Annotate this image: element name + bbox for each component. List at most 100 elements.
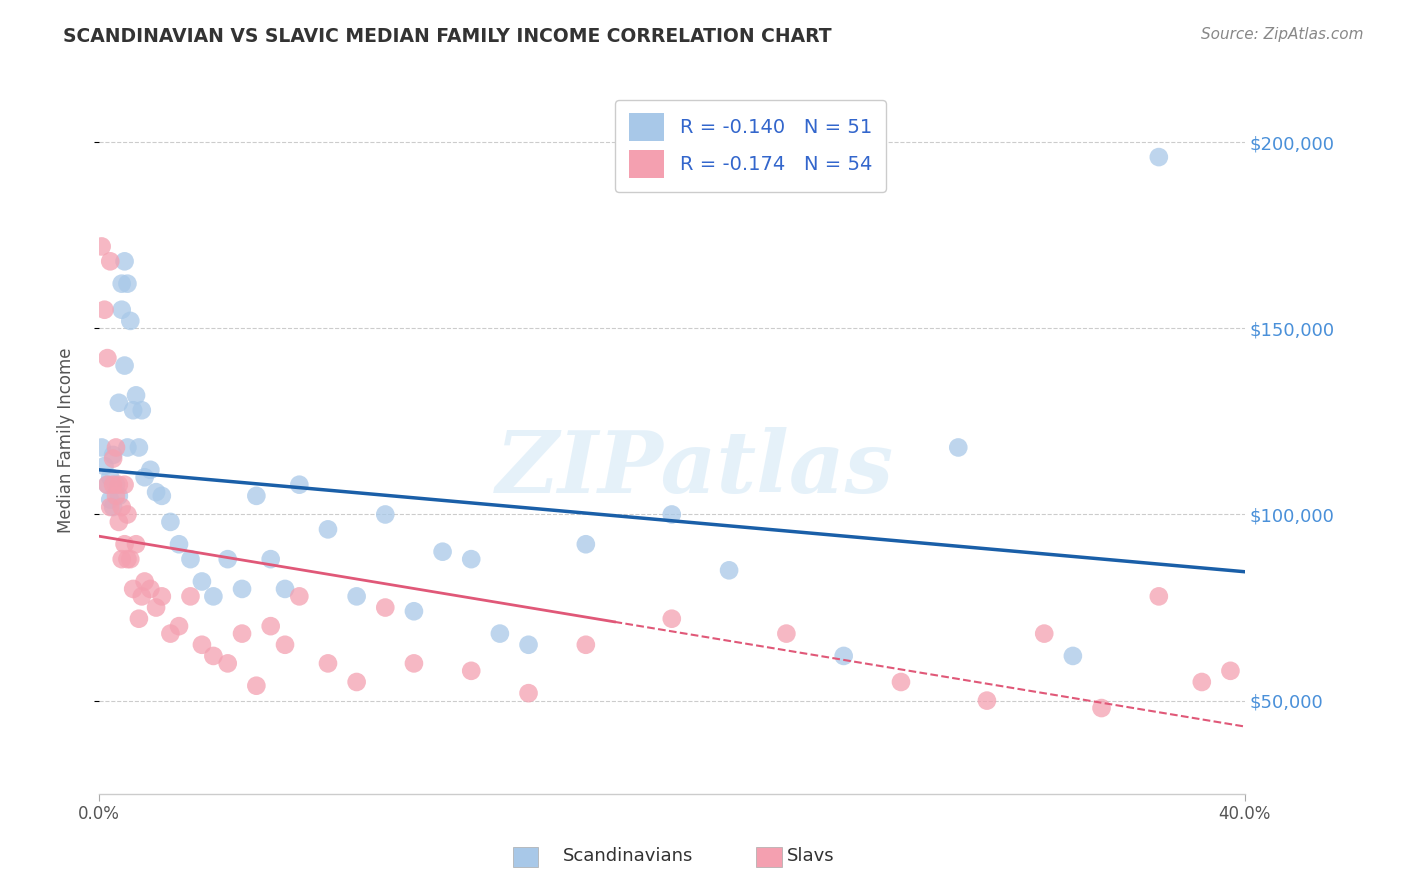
Text: SCANDINAVIAN VS SLAVIC MEDIAN FAMILY INCOME CORRELATION CHART: SCANDINAVIAN VS SLAVIC MEDIAN FAMILY INC… xyxy=(63,27,832,45)
Point xyxy=(489,626,512,640)
Point xyxy=(245,489,267,503)
Point xyxy=(96,477,118,491)
Point xyxy=(131,590,153,604)
Point xyxy=(108,477,131,491)
Point xyxy=(274,582,297,596)
Point xyxy=(131,403,153,417)
Point xyxy=(288,590,311,604)
Point xyxy=(117,441,139,455)
Point xyxy=(718,563,741,577)
Point xyxy=(661,612,683,626)
Point xyxy=(93,302,115,317)
Point xyxy=(316,522,339,536)
Point xyxy=(231,582,253,596)
Point xyxy=(202,648,225,663)
Point xyxy=(1147,150,1170,164)
Point xyxy=(117,508,139,522)
Point xyxy=(1191,675,1213,690)
Point xyxy=(134,574,156,589)
Point xyxy=(1090,701,1112,715)
Point xyxy=(402,657,425,671)
Point xyxy=(117,552,139,566)
Point xyxy=(274,638,297,652)
Point xyxy=(191,574,214,589)
Point xyxy=(98,254,121,268)
Point xyxy=(134,470,156,484)
Legend: R = -0.140   N = 51, R = -0.174   N = 54: R = -0.140 N = 51, R = -0.174 N = 54 xyxy=(616,100,886,192)
Point xyxy=(976,693,998,707)
Point xyxy=(108,396,131,410)
Point xyxy=(460,664,482,678)
Point xyxy=(98,470,121,484)
Point xyxy=(111,500,134,514)
Point xyxy=(316,657,339,671)
Point xyxy=(108,515,131,529)
Point xyxy=(114,254,136,268)
Point xyxy=(150,590,173,604)
Point xyxy=(120,552,142,566)
Point xyxy=(191,638,214,652)
Point xyxy=(117,277,139,291)
Point xyxy=(374,508,396,522)
Point xyxy=(167,619,190,633)
Point xyxy=(96,477,118,491)
Point xyxy=(432,544,454,558)
Point xyxy=(832,648,855,663)
Point xyxy=(128,441,150,455)
Point xyxy=(90,441,112,455)
Point xyxy=(1062,648,1084,663)
Point xyxy=(139,582,162,596)
Point xyxy=(245,679,267,693)
Y-axis label: Median Family Income: Median Family Income xyxy=(58,347,75,533)
Point xyxy=(114,477,136,491)
Point xyxy=(98,500,121,514)
Point xyxy=(217,552,239,566)
Point xyxy=(948,441,970,455)
Point xyxy=(150,489,173,503)
Point xyxy=(98,492,121,507)
Text: ZIPatlas: ZIPatlas xyxy=(496,426,894,510)
Point xyxy=(1147,590,1170,604)
Point xyxy=(202,590,225,604)
Text: Slavs: Slavs xyxy=(787,847,835,865)
Point xyxy=(122,403,145,417)
Point xyxy=(346,590,368,604)
Point xyxy=(104,489,127,503)
Text: Scandinavians: Scandinavians xyxy=(562,847,693,865)
Point xyxy=(217,657,239,671)
Point xyxy=(1033,626,1056,640)
Point xyxy=(159,626,181,640)
Point xyxy=(575,537,598,551)
Point xyxy=(101,448,124,462)
Point xyxy=(575,638,598,652)
Point xyxy=(139,463,162,477)
Point xyxy=(104,441,127,455)
Point xyxy=(374,600,396,615)
Point xyxy=(125,537,148,551)
Point xyxy=(260,619,283,633)
Point xyxy=(114,359,136,373)
Point xyxy=(111,302,134,317)
Point xyxy=(517,686,540,700)
Point xyxy=(402,604,425,618)
Point xyxy=(101,451,124,466)
Point xyxy=(159,515,181,529)
Point xyxy=(101,500,124,514)
Point xyxy=(122,582,145,596)
Point xyxy=(93,459,115,474)
Point xyxy=(114,537,136,551)
Point xyxy=(104,477,127,491)
Point xyxy=(145,600,167,615)
Point xyxy=(120,314,142,328)
Point xyxy=(460,552,482,566)
Point xyxy=(128,612,150,626)
Point xyxy=(111,552,134,566)
Point xyxy=(775,626,797,640)
Point xyxy=(96,351,118,365)
Point xyxy=(346,675,368,690)
Point xyxy=(145,485,167,500)
Point xyxy=(890,675,912,690)
Point xyxy=(90,239,112,253)
Point xyxy=(101,477,124,491)
Point xyxy=(288,477,311,491)
